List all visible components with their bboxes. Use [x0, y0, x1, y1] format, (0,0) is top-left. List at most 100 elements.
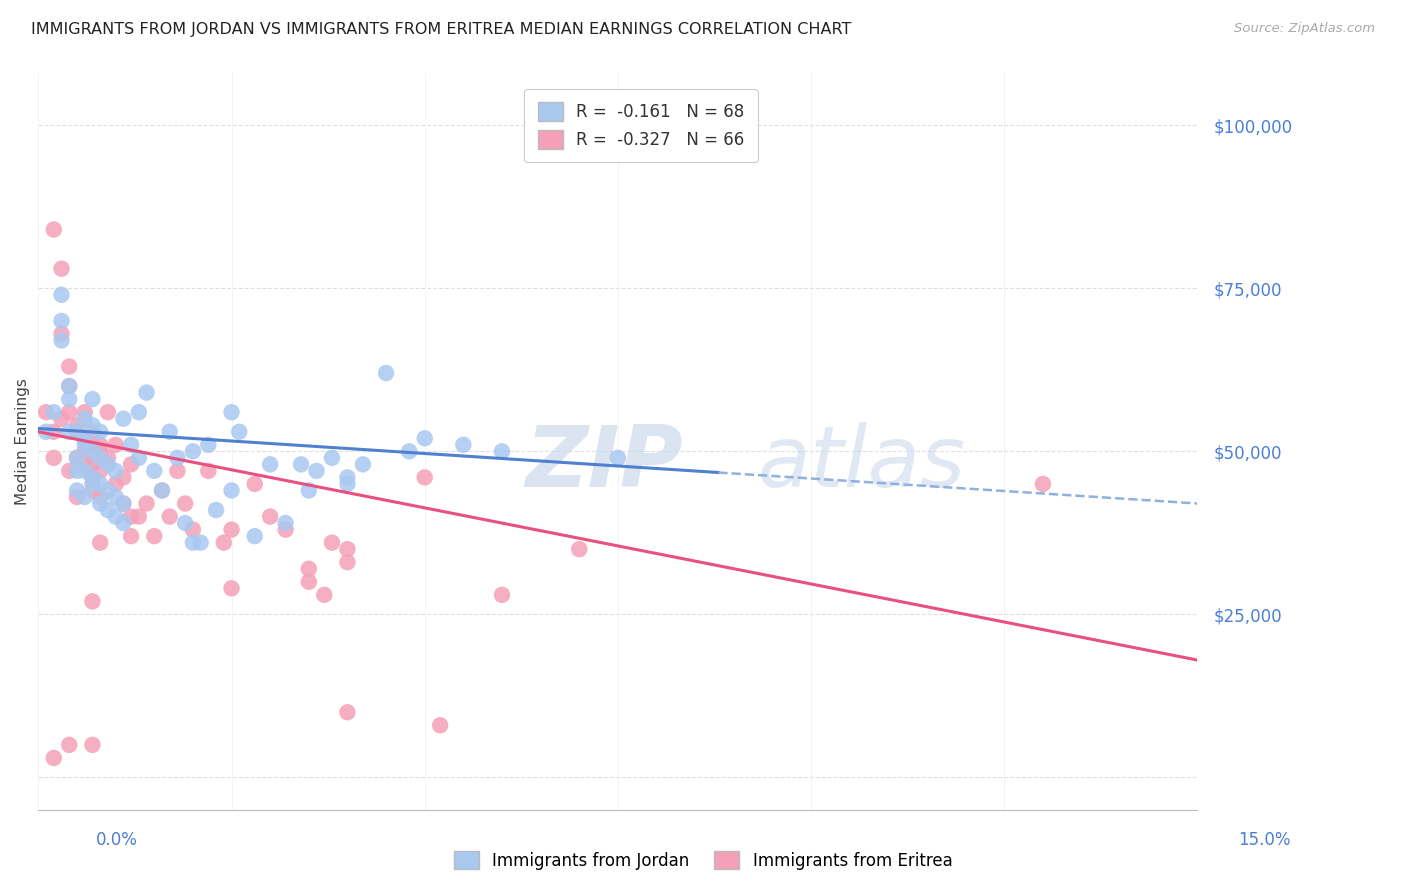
Point [212, 535, 235, 549]
Point [51, 334, 73, 348]
Point [58, 392, 80, 406]
Point [66, 483, 89, 498]
Point [58, 738, 80, 752]
Point [166, 464, 188, 478]
Point [243, 477, 266, 491]
Point [150, 483, 173, 498]
Point [51, 411, 73, 425]
Point [352, 458, 374, 472]
Point [413, 431, 436, 445]
Y-axis label: Median Earnings: Median Earnings [15, 378, 30, 505]
Point [166, 450, 188, 465]
Legend: Immigrants from Jordan, Immigrants from Eritrea: Immigrants from Jordan, Immigrants from … [447, 845, 959, 877]
Point [491, 444, 513, 458]
Point [143, 529, 166, 543]
Point [58, 379, 80, 393]
Point [568, 542, 591, 557]
Point [51, 314, 73, 328]
Point [42, 751, 65, 765]
Point [104, 509, 127, 524]
Point [58, 405, 80, 419]
Point [89, 425, 111, 439]
Text: atlas: atlas [756, 422, 965, 505]
Point [150, 483, 173, 498]
Point [82, 483, 104, 498]
Point [73, 438, 96, 452]
Point [89, 496, 111, 510]
Point [89, 477, 111, 491]
Point [298, 562, 321, 576]
Point [66, 425, 89, 439]
Point [89, 450, 111, 465]
Point [197, 464, 219, 478]
Point [336, 542, 359, 557]
Point [82, 470, 104, 484]
Point [73, 458, 96, 472]
Point [89, 438, 111, 452]
Point [221, 523, 243, 537]
Text: 0.0%: 0.0% [96, 831, 138, 849]
Point [73, 490, 96, 504]
Point [82, 438, 104, 452]
Point [104, 490, 127, 504]
Point [221, 405, 243, 419]
Point [491, 588, 513, 602]
Point [336, 705, 359, 719]
Point [66, 490, 89, 504]
Point [336, 555, 359, 569]
Point [73, 444, 96, 458]
Point [82, 477, 104, 491]
Point [73, 431, 96, 445]
Point [375, 366, 398, 380]
Text: Source: ZipAtlas.com: Source: ZipAtlas.com [1234, 22, 1375, 36]
Point [159, 509, 181, 524]
Point [97, 503, 120, 517]
Point [298, 483, 321, 498]
Point [35, 405, 58, 419]
Point [89, 535, 111, 549]
Point [429, 718, 451, 732]
Point [58, 464, 80, 478]
Point [321, 450, 343, 465]
Point [82, 425, 104, 439]
Point [82, 738, 104, 752]
Point [42, 450, 65, 465]
Point [89, 464, 111, 478]
Point [66, 450, 89, 465]
Point [120, 458, 142, 472]
Point [290, 458, 312, 472]
Point [174, 516, 197, 530]
Point [181, 535, 204, 549]
Point [128, 450, 150, 465]
Point [73, 405, 96, 419]
Point [73, 431, 96, 445]
Point [104, 477, 127, 491]
Point [197, 438, 219, 452]
Point [112, 516, 135, 530]
Point [51, 326, 73, 341]
Point [128, 405, 150, 419]
Point [305, 464, 328, 478]
Point [228, 425, 250, 439]
Point [336, 477, 359, 491]
Point [274, 516, 297, 530]
Point [82, 444, 104, 458]
Point [259, 509, 281, 524]
Point [58, 425, 80, 439]
Point [112, 470, 135, 484]
Point [120, 509, 142, 524]
Point [606, 450, 628, 465]
Point [243, 529, 266, 543]
Point [1032, 477, 1054, 491]
Point [42, 425, 65, 439]
Point [104, 464, 127, 478]
Point [66, 450, 89, 465]
Point [73, 464, 96, 478]
Point [298, 574, 321, 589]
Point [82, 392, 104, 406]
Point [221, 582, 243, 596]
Point [58, 379, 80, 393]
Point [42, 405, 65, 419]
Point [321, 535, 343, 549]
Point [112, 496, 135, 510]
